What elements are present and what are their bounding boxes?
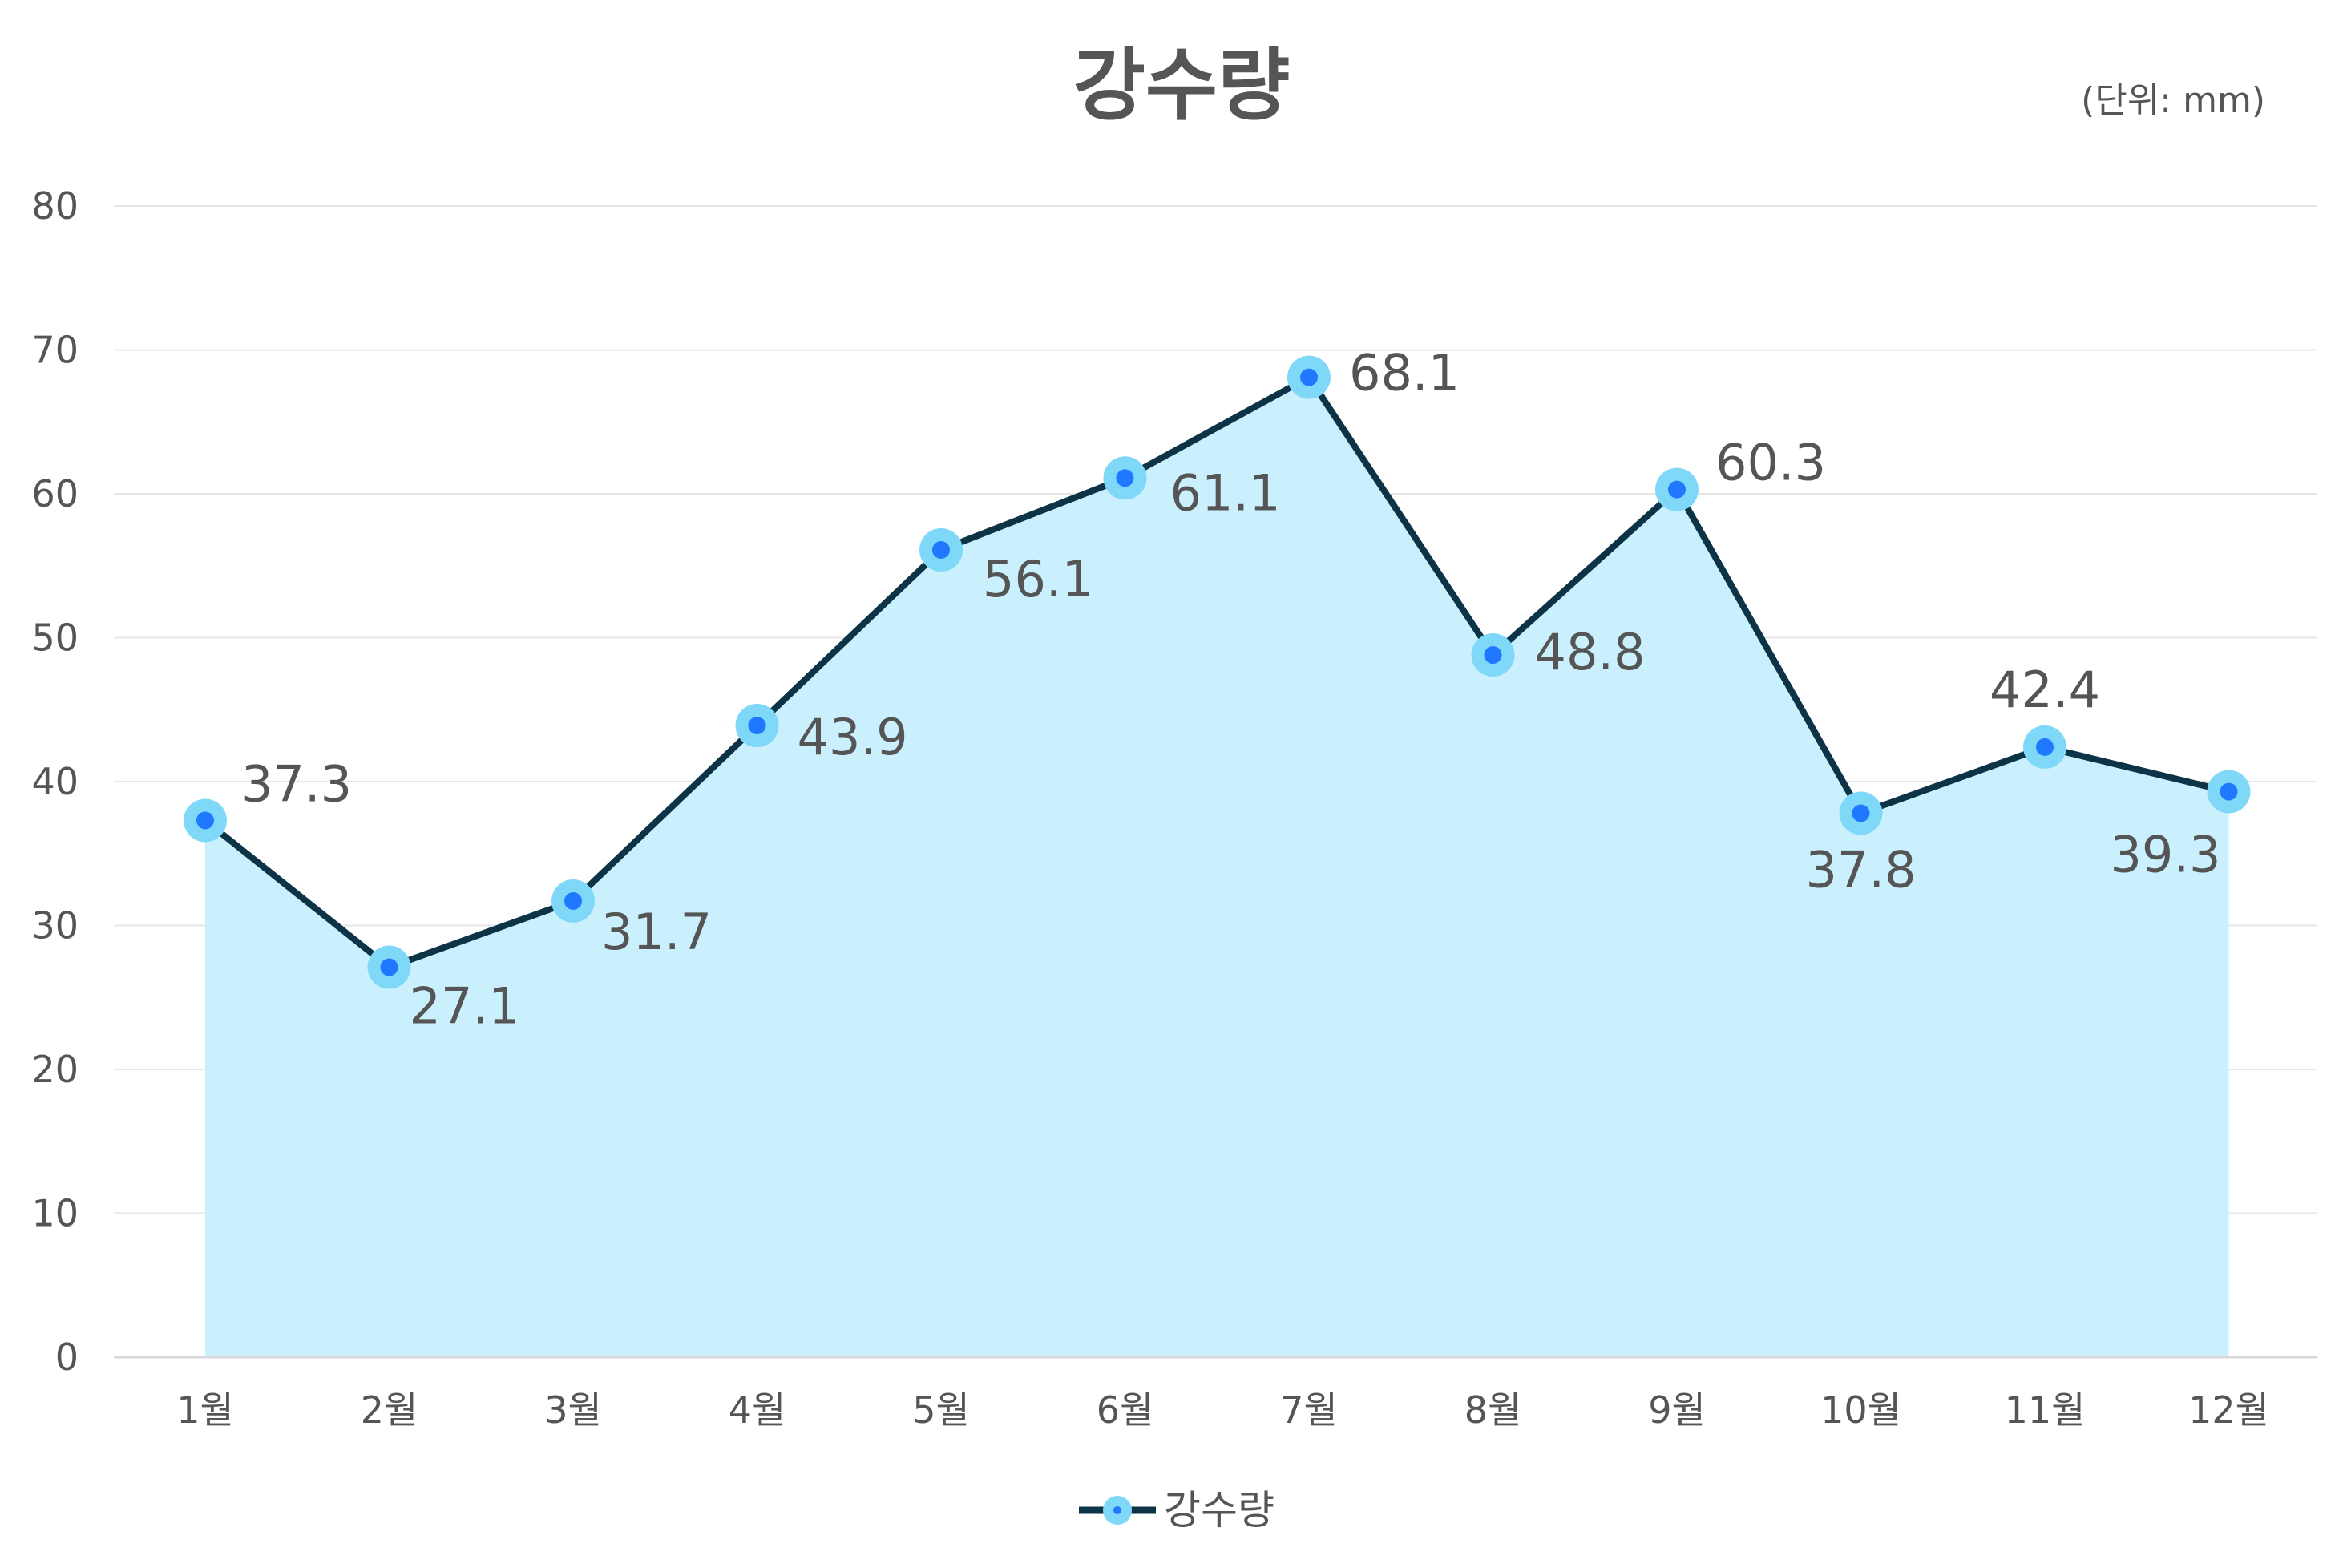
x-tick-label: 10월 — [1820, 1388, 1901, 1432]
data-point-core — [1116, 469, 1134, 487]
data-point[interactable] — [551, 879, 595, 923]
y-tick-label: 20 — [31, 1048, 79, 1091]
y-tick-label: 70 — [31, 329, 79, 372]
y-tick-label: 10 — [31, 1192, 79, 1235]
data-point[interactable] — [919, 528, 963, 572]
legend-label: 강수량 — [1164, 1487, 1274, 1534]
data-label: 61.1 — [1170, 463, 1281, 522]
x-tick-label: 3월 — [544, 1388, 602, 1432]
series-line — [203, 374, 2230, 971]
data-label: 31.7 — [601, 903, 712, 961]
data-point[interactable] — [1655, 467, 1699, 511]
x-tick-label: 12월 — [2188, 1388, 2269, 1432]
data-point-core — [1852, 804, 1870, 822]
data-point[interactable] — [1287, 355, 1331, 399]
x-tick-label: 7월 — [1280, 1388, 1338, 1432]
data-point-core — [2036, 738, 2054, 756]
data-point[interactable] — [184, 798, 227, 843]
data-point[interactable] — [2023, 725, 2066, 769]
x-tick-label: 5월 — [912, 1388, 970, 1432]
y-tick-label: 0 — [55, 1336, 79, 1379]
data-point[interactable] — [1471, 633, 1515, 677]
data-point[interactable] — [367, 945, 411, 989]
data-label: 56.1 — [983, 550, 1093, 608]
data-point-core — [748, 716, 766, 734]
x-tick-label: 8월 — [1464, 1388, 1522, 1432]
y-tick-label: 60 — [31, 472, 79, 515]
data-label: 37.8 — [1805, 840, 1916, 899]
data-labels: 37.3 27.1 31.7 43.9 56.1 61.1 68.1 48.8 60.3 37.8… — [241, 344, 2221, 1036]
x-tick-label: 1월 — [176, 1388, 234, 1432]
y-tick-label: 80 — [31, 184, 79, 228]
chart-title: 강수량 — [1073, 40, 1290, 131]
y-tick-label: 50 — [31, 616, 79, 660]
data-label: 37.3 — [241, 754, 352, 813]
x-tick-label: 4월 — [729, 1388, 786, 1432]
legend-marker-core-icon — [1113, 1506, 1121, 1514]
data-label: 48.8 — [1535, 623, 1646, 681]
x-tick-label: 6월 — [1097, 1388, 1154, 1432]
y-axis-ticks: 0 10 20 30 40 50 60 70 80 — [31, 184, 79, 1379]
data-point-core — [1668, 480, 1686, 499]
data-point-core — [380, 958, 398, 976]
x-tick-label: 11월 — [2005, 1388, 2086, 1432]
area-fill — [205, 377, 2229, 1358]
x-tick-label: 2월 — [361, 1388, 418, 1432]
data-markers — [184, 355, 2251, 989]
data-point-core — [2220, 782, 2238, 801]
data-point[interactable] — [735, 703, 779, 747]
legend[interactable]: 강수량 — [1079, 1487, 1274, 1534]
data-point-core — [1300, 368, 1318, 386]
y-tick-label: 30 — [31, 904, 79, 948]
data-point-core — [932, 541, 950, 560]
data-point[interactable] — [1839, 791, 1883, 835]
data-label: 27.1 — [410, 977, 520, 1036]
data-point-core — [196, 811, 214, 830]
data-label: 39.3 — [2110, 826, 2220, 884]
data-point[interactable] — [2207, 770, 2251, 814]
data-label: 60.3 — [1715, 434, 1826, 492]
x-axis-ticks: 1월 2월 3월 4월 5월 6월 7월 8월 9월 10월 11월 12월 — [176, 1388, 2269, 1432]
x-tick-label: 9월 — [1648, 1388, 1706, 1432]
y-tick-label: 40 — [31, 760, 79, 803]
data-point-core — [1484, 646, 1502, 665]
data-label: 68.1 — [1349, 344, 1460, 402]
data-point[interactable] — [1103, 456, 1147, 500]
data-point-core — [564, 891, 582, 910]
data-label: 43.9 — [798, 708, 908, 766]
unit-note: (단위: mm) — [2081, 80, 2265, 121]
data-label: 42.4 — [1989, 661, 2100, 719]
